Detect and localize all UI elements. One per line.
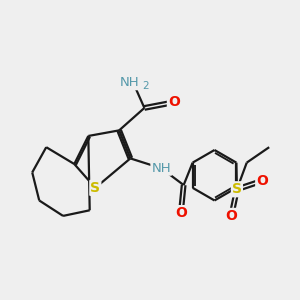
Text: S: S xyxy=(90,181,100,195)
Text: NH: NH xyxy=(120,76,140,89)
Text: O: O xyxy=(225,209,237,223)
Text: O: O xyxy=(168,95,180,109)
Text: O: O xyxy=(175,206,187,220)
Text: 2: 2 xyxy=(142,80,149,91)
Text: NH: NH xyxy=(152,162,171,175)
Text: O: O xyxy=(256,174,268,188)
Text: S: S xyxy=(232,182,242,196)
